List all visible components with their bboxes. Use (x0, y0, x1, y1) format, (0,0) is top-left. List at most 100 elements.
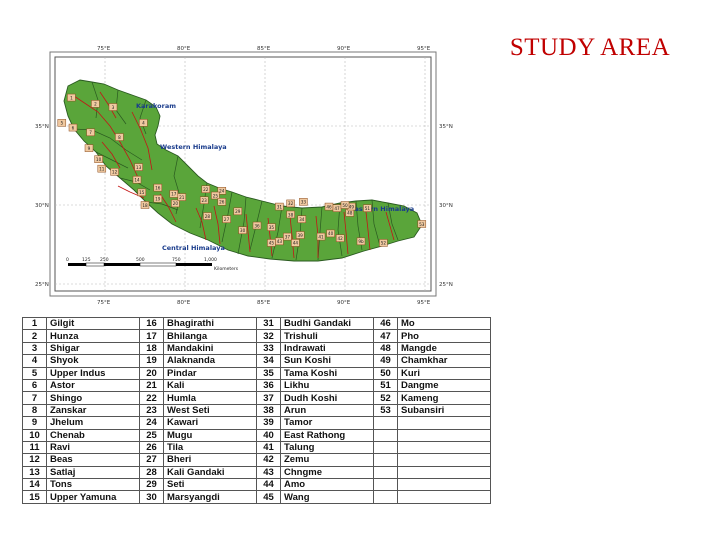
basin-number-cell: 40 (256, 428, 281, 442)
basin-marker: 26 (217, 198, 227, 206)
basin-marker: 6 (68, 123, 78, 132)
basin-marker-box (67, 93, 76, 102)
basin-marker-number: 19 (155, 196, 161, 201)
basin-number-cell: 45 (256, 490, 281, 504)
basin-marker-box (267, 223, 276, 231)
basin-number-cell: 4 (22, 354, 47, 368)
basin-marker-number: 37 (285, 234, 291, 239)
basin-marker-box (177, 193, 187, 201)
basin-marker-box (222, 215, 231, 223)
basin-marker-number: 50 (342, 203, 348, 208)
basin-marker-number: 27 (224, 217, 230, 222)
basin-marker: 44 (291, 239, 300, 247)
basin-name-cell: Gilgit (46, 316, 140, 331)
scale-bar (68, 262, 212, 267)
scale-unit-label: Kilometers (214, 266, 239, 272)
basin-number-cell: 1 (22, 316, 47, 331)
basin-marker: 13 (134, 163, 143, 171)
basin-number-cell: 32 (256, 329, 281, 343)
scale-tick-label: 125 (82, 257, 91, 263)
basin-name-cell: Kameng (397, 391, 491, 405)
basin-marker-box (291, 239, 300, 247)
basin-marker-number: 12 (112, 170, 118, 175)
basin-number-cell: 52 (373, 391, 398, 405)
basin-marker-number: 13 (136, 165, 142, 170)
basin-number-cell: 37 (256, 391, 281, 405)
basin-number-cell: 17 (139, 329, 164, 343)
table-row: 10 Chenab 25 Mugu 40 East Rathong (22, 428, 491, 442)
table-row: 4 Shyok 19 Alaknanda 34 Sun Koshi 49 Chamkhar (22, 354, 491, 368)
basin-name-cell: Chngme (280, 465, 374, 480)
basin-name-cell: Tila (163, 440, 257, 455)
basin-marker-number: 15 (139, 190, 145, 195)
basin-marker-number: 24 (219, 189, 225, 194)
basin-marker-number: 42 (338, 236, 344, 241)
region-label-central-himalaya: Central Himalaya (162, 244, 225, 252)
basin-name-cell: Tama Koshi (280, 366, 374, 380)
basin-marker-box (108, 103, 118, 111)
basin-marker-number: 5 (60, 121, 63, 126)
basin-number-cell: 42 (256, 453, 281, 467)
basin-marker-number: 41 (318, 234, 324, 239)
basin-marker-number: 16 (155, 185, 161, 190)
basin-marker-number: 29 (235, 209, 241, 214)
basin-number-cell: 6 (22, 378, 47, 393)
basin-marker-number: 36 (254, 223, 260, 228)
basin-number-cell: 30 (139, 490, 164, 504)
basin-marker-number: 53 (419, 222, 425, 227)
basin-name-cell: Arun (280, 403, 374, 418)
basin-marker: 27 (222, 215, 231, 223)
basin-name-cell: Talung (280, 440, 374, 455)
basin-marker-number: 43 (277, 239, 283, 244)
basin-marker-number: 6 (72, 125, 75, 130)
basin-marker: 8 (115, 133, 124, 141)
basin-name-cell: Beas (46, 453, 140, 467)
basin-marker: 7 (86, 128, 95, 137)
basin-marker-number: 48 (347, 211, 353, 216)
basin-name-cell: Wang (280, 490, 374, 504)
basin-marker-box (335, 234, 345, 242)
basin-marker-number: 10 (96, 157, 102, 162)
basin-marker: 20 (171, 199, 180, 208)
basin-number-cell: 10 (22, 428, 47, 442)
basin-number-cell: 44 (256, 478, 281, 492)
basin-marker: 46 (324, 202, 334, 211)
basin-name-cell: Tons (46, 478, 140, 492)
basin-number-cell: 27 (139, 453, 164, 467)
basin-marker-number: 11 (99, 166, 105, 171)
basin-marker-box (199, 196, 209, 205)
basin-name-cell (397, 453, 491, 467)
basin-name-cell (397, 440, 491, 455)
basin-number-cell: 26 (139, 440, 164, 455)
basin-marker: 45 (267, 239, 276, 247)
basin-marker: 31 (275, 202, 284, 211)
basin-name-cell: Satlaj (46, 465, 140, 480)
study-area-map: 75°E 80°E 85°E 90°E 95°E 75°E 80°E 85°E … (35, 46, 453, 306)
table-row: 1 Gilgit 16 Bhagirathi 31 Budhi Gandaki 46 Mo (22, 316, 491, 331)
basin-number-cell: 41 (256, 440, 281, 455)
basin-name-cell: Pindar (163, 366, 257, 380)
basin-marker: 38 (286, 210, 295, 219)
basin-marker-box (286, 210, 295, 219)
basin-name-cell: Mo (397, 316, 491, 331)
table-row: 14 Tons 29 Seti 44 Amo (22, 478, 491, 492)
lon-label-bottom: 80°E (177, 300, 191, 306)
table-row: 3 Shigar 18 Mandakini 33 Indrawati 48 Mangde (22, 341, 491, 356)
lon-label-top: 75°E (97, 46, 111, 52)
basin-marker: 2 (91, 100, 100, 108)
basin-marker: 51 (363, 204, 372, 212)
basin-marker: 12 (110, 168, 119, 176)
basin-number-cell: 43 (256, 465, 281, 480)
basin-marker-box (286, 199, 295, 208)
table-row: 7 Shingo 22 Humla 37 Dudh Koshi 52 Kameng (22, 391, 491, 405)
basin-marker-box (356, 237, 366, 246)
basin-marker-box (233, 207, 243, 216)
basin-marker-number: 35 (269, 225, 275, 230)
basin-marker-number: 26 (219, 200, 225, 205)
basin-number-cell: 48 (373, 341, 398, 356)
basin-marker-box (252, 221, 262, 230)
basin-number-cell (373, 465, 398, 480)
basin-marker: 53 (417, 220, 427, 228)
lon-label-bottom: 75°E (97, 300, 111, 306)
basin-marker: 30 (238, 226, 247, 235)
